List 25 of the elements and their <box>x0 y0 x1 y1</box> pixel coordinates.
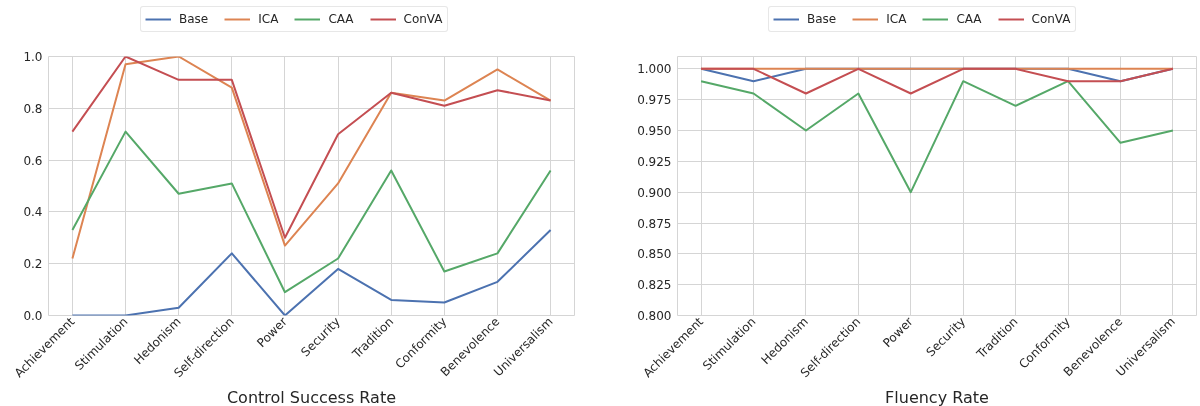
x-axis-title: Fluency Rate <box>885 388 989 406</box>
y-tick-label: 0.875 <box>637 216 672 231</box>
legend-label: ICA <box>258 11 279 27</box>
y-tick-label: 0.2 <box>23 257 43 272</box>
legend-label: Base <box>179 11 209 27</box>
x-axis-title: Control Success Rate <box>226 388 397 406</box>
y-tick-label: 0.6 <box>23 153 43 168</box>
y-tick-label: 1.0 <box>23 50 43 64</box>
y-tick-label: 0.975 <box>637 93 672 108</box>
y-tick-label: 0.950 <box>637 124 672 138</box>
y-tick-label: 0.900 <box>637 185 672 200</box>
y-tick-label: 0.800 <box>637 309 672 323</box>
y-tick-label: 0.8 <box>23 101 43 116</box>
legend-label: ICA <box>886 11 907 27</box>
y-tick-label: 0.925 <box>637 154 672 169</box>
y-tick-label: 1.000 <box>637 62 672 77</box>
y-tick-label: 0.850 <box>637 247 672 262</box>
y-tick-label: 0.825 <box>637 278 672 293</box>
legend-label: CAA <box>956 11 982 27</box>
y-tick-label: 0.0 <box>23 309 43 323</box>
legend-label: Base <box>807 11 837 27</box>
legend-label: ConVA <box>1031 11 1071 27</box>
y-tick-label: 0.4 <box>23 205 43 220</box>
legend-label: CAA <box>328 11 354 27</box>
legend-label: ConVA <box>403 11 443 27</box>
